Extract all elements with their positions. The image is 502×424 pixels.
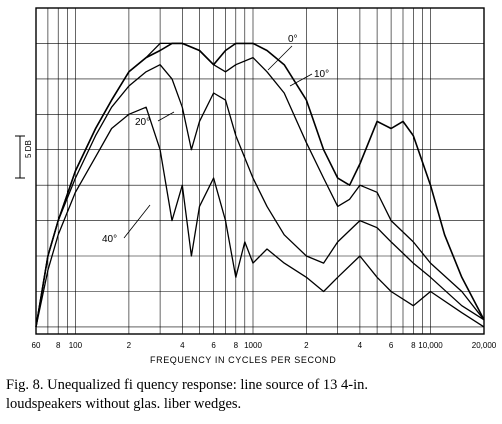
annotation-20deg-leader (157, 111, 175, 122)
series-layer (35, 42, 485, 328)
x-tick-label: 10,000 (418, 341, 443, 350)
annotation-10deg-leader (289, 73, 313, 87)
x-tick-label: 8 (56, 341, 61, 350)
chart-grid (36, 8, 484, 334)
x-axis-label: FREQUENCY IN CYCLES PER SECOND (150, 355, 336, 365)
x-tick-label: 8 (411, 341, 416, 350)
x-tick-label: 2 (127, 341, 132, 350)
x-tick-label: 8 (234, 341, 239, 350)
scale-marker-label: 5 DB (24, 140, 33, 158)
plot-frame (35, 7, 485, 335)
caption-line-2: loudspeakers without glas. liber wedges. (6, 396, 242, 412)
x-tick-label: 6 (211, 341, 216, 350)
figure-caption: Fig. 8. Unequalized fi quency response: … (6, 376, 500, 414)
annotation-40deg-leader (123, 204, 151, 239)
series-10deg (35, 42, 485, 328)
x-tick-labels: 60 8 100 2 4 6 8 1000 2 4 6 8 10,000 20,000 (32, 341, 497, 350)
x-tick-label: 6 (389, 341, 394, 350)
annotation-0deg: 0° (288, 34, 298, 45)
series-40deg (35, 106, 485, 328)
annotation-10deg: 10° (314, 69, 329, 80)
x-tick-label: 20,000 (472, 341, 497, 350)
x-tick-label: 1000 (244, 341, 262, 350)
x-tick-label: 100 (69, 341, 83, 350)
annotation-0deg-leader (267, 45, 293, 71)
x-tick-label: 4 (358, 341, 363, 350)
caption-line-1: Fig. 8. Unequalized fi quency response: … (6, 377, 369, 393)
annotation-20deg: 20° (135, 117, 150, 128)
scale-marker: 5 DB (15, 135, 33, 179)
x-tick-label: 4 (180, 341, 185, 350)
x-tick-label: 2 (304, 341, 309, 350)
x-tick-label: 60 (32, 341, 41, 350)
annotation-40deg: 40° (102, 234, 117, 245)
series-20deg (35, 64, 485, 328)
